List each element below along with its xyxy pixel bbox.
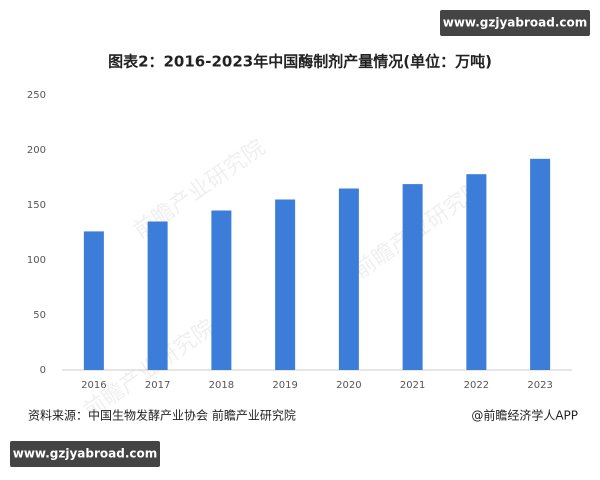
x-tick-label: 2023 xyxy=(527,380,552,391)
y-tick-label: 50 xyxy=(33,310,46,321)
bar xyxy=(83,231,104,370)
x-tick-label: 2017 xyxy=(145,380,170,391)
credit: @前瞻经济学人APP xyxy=(471,408,578,423)
chart-title: 图表2：2016-2023年中国酶制剂产量情况(单位：万吨) xyxy=(108,53,492,71)
y-tick-label: 100 xyxy=(27,255,46,266)
bar xyxy=(275,199,296,370)
site-badge-bg xyxy=(440,10,590,36)
x-tick-label: 2022 xyxy=(464,380,489,391)
y-tick-label: 200 xyxy=(27,145,46,156)
bar xyxy=(211,210,232,370)
x-tick-label: 2019 xyxy=(272,380,297,391)
x-tick-label: 2020 xyxy=(336,380,361,391)
x-tick-label: 2021 xyxy=(400,380,425,391)
bar xyxy=(338,188,359,370)
x-tick-label: 2016 xyxy=(81,380,106,391)
source: 资料来源：中国生物发酵产业协会 前瞻产业研究院 xyxy=(28,408,296,423)
site-badge: www.gzjyabroad.com xyxy=(443,16,588,30)
bar xyxy=(402,184,423,370)
bar xyxy=(530,158,551,370)
y-tick-label: 250 xyxy=(27,90,46,101)
bar xyxy=(466,174,487,370)
site-badge-bg xyxy=(10,441,160,467)
y-tick-label: 0 xyxy=(40,365,46,376)
site-badge: www.gzjyabroad.com xyxy=(13,447,158,461)
bar xyxy=(147,221,168,370)
x-tick-label: 2018 xyxy=(209,380,234,391)
y-tick-label: 150 xyxy=(27,200,46,211)
